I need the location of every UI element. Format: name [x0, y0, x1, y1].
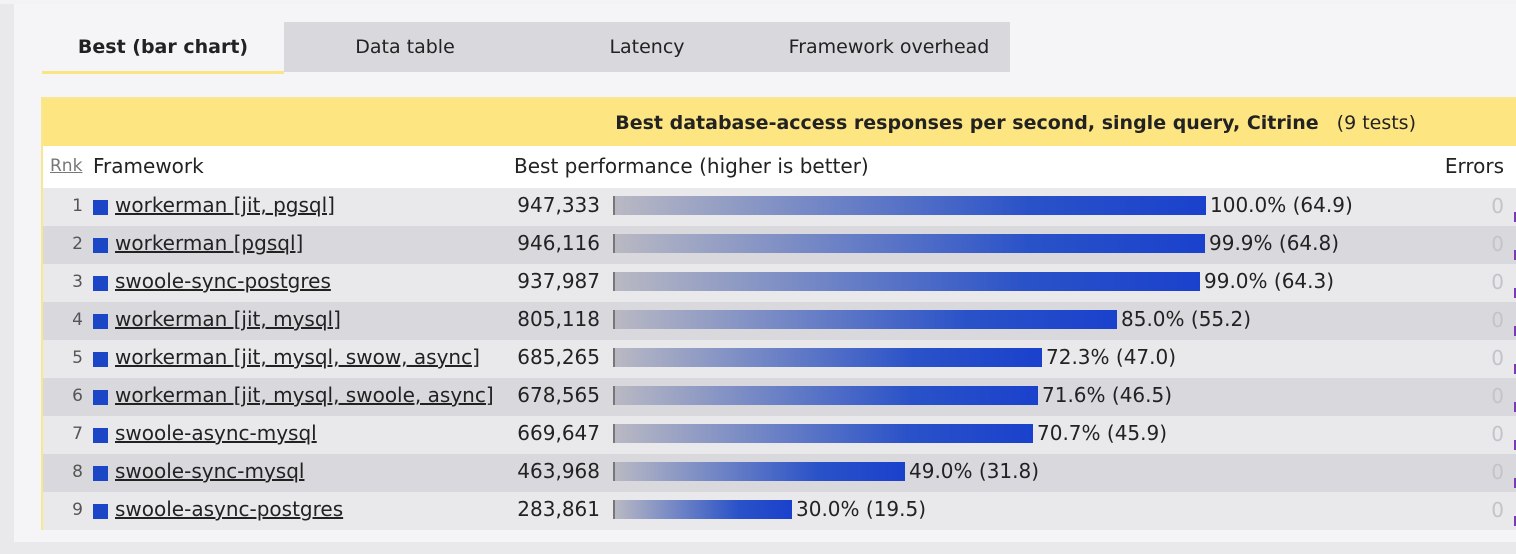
- performance-value: 685,265: [517, 345, 600, 369]
- performance-value: 946,116: [517, 231, 600, 255]
- error-count: 0: [1491, 232, 1504, 256]
- test-count: (9 tests): [1336, 111, 1416, 134]
- panel-title: Best database-access responses per secon…: [615, 111, 1319, 134]
- table-row: 5 workerman [jit, mysql, swow, async] 685,…: [43, 340, 1516, 378]
- row-marker: [1514, 364, 1516, 374]
- color-swatch: [93, 428, 108, 443]
- framework-link[interactable]: swoole-sync-mysql: [115, 459, 305, 483]
- performance-bar: [613, 348, 1042, 367]
- performance-bar: [613, 196, 1206, 215]
- color-swatch: [93, 238, 108, 253]
- errors-column-header: Errors: [1444, 154, 1504, 178]
- row-marker: [1514, 250, 1516, 260]
- bar-label: 85.0% (55.2): [1121, 307, 1252, 331]
- tab-bar: Best (bar chart) Data table Latency Fram…: [42, 22, 1010, 74]
- error-count: 0: [1491, 498, 1504, 522]
- row-marker: [1514, 402, 1516, 412]
- rank-column-header[interactable]: Rnk: [50, 156, 83, 176]
- bar-label: 49.0% (31.8): [909, 459, 1040, 483]
- error-count: 0: [1491, 384, 1504, 408]
- table-row: 1 workerman [jit, pgsql] 947,333 100.0% (64…: [43, 188, 1516, 226]
- color-swatch: [93, 314, 108, 329]
- results-rows: 1 workerman [jit, pgsql] 947,333 100.0% (64…: [43, 188, 1516, 530]
- color-swatch: [93, 466, 108, 481]
- framework-link[interactable]: workerman [pgsql]: [115, 231, 304, 255]
- framework-column-header: Framework: [93, 154, 204, 178]
- performance-bar: [613, 234, 1205, 253]
- performance-value: 678,565: [517, 383, 600, 407]
- bar-label: 70.7% (45.9): [1037, 421, 1168, 445]
- performance-value: 669,647: [517, 421, 600, 445]
- table-row: 9 swoole-async-postgres 283,861 30.0% (19.5…: [43, 492, 1516, 530]
- row-marker: [1514, 440, 1516, 450]
- performance-bar: [613, 272, 1200, 291]
- performance-value: 805,118: [517, 307, 600, 331]
- bar-label: 72.3% (47.0): [1046, 345, 1177, 369]
- bar-label: 99.0% (64.3): [1204, 269, 1335, 293]
- table-row: 6 workerman [jit, mysql, swoole, async] 67…: [43, 378, 1516, 416]
- performance-value: 937,987: [517, 269, 600, 293]
- row-marker: [1514, 288, 1516, 298]
- bar-label: 71.6% (46.5): [1042, 383, 1173, 407]
- table-row: 8 swoole-sync-mysql 463,968 49.0% (31.8) 0: [43, 454, 1516, 492]
- color-swatch: [93, 352, 108, 367]
- framework-link[interactable]: workerman [jit, mysql, swow, async]: [115, 345, 480, 369]
- performance-bar: [613, 310, 1117, 329]
- bar-label: 30.0% (19.5): [796, 497, 927, 521]
- rank-number: 8: [72, 462, 83, 482]
- error-count: 0: [1491, 308, 1504, 332]
- performance-bar: [613, 500, 792, 519]
- rank-number: 6: [72, 386, 83, 406]
- table-row: 4 workerman [jit, mysql] 805,118 85.0% (55.…: [43, 302, 1516, 340]
- performance-value: 463,968: [517, 459, 600, 483]
- row-marker: [1514, 478, 1516, 488]
- table-row: 2 workerman [pgsql] 946,116 99.9% (64.8) 0: [43, 226, 1516, 264]
- panel-header: Best database-access responses per secon…: [43, 99, 1516, 146]
- error-count: 0: [1491, 346, 1504, 370]
- rank-number: 1: [72, 196, 83, 216]
- tab-data-table[interactable]: Data table: [284, 22, 526, 72]
- table-row: 3 swoole-sync-postgres 937,987 99.0% (64.3)…: [43, 264, 1516, 302]
- color-swatch: [93, 390, 108, 405]
- performance-value: 947,333: [517, 193, 600, 217]
- top-strip: [0, 0, 1516, 4]
- tab-latency[interactable]: Latency: [526, 22, 768, 72]
- tab-best-bar-chart[interactable]: Best (bar chart): [42, 22, 284, 74]
- performance-bar: [613, 424, 1033, 443]
- rank-number: 9: [72, 500, 83, 520]
- performance-bar: [613, 386, 1038, 405]
- bar-label: 100.0% (64.9): [1210, 193, 1353, 217]
- color-swatch: [93, 276, 108, 291]
- framework-link[interactable]: swoole-sync-postgres: [115, 269, 331, 293]
- table-row: 7 swoole-async-mysql 669,647 70.7% (45.9) 0: [43, 416, 1516, 454]
- framework-link[interactable]: workerman [jit, mysql]: [115, 307, 341, 331]
- error-count: 0: [1491, 270, 1504, 294]
- color-swatch: [93, 504, 108, 519]
- column-header: Rnk Framework Best performance (higher i…: [43, 146, 1516, 188]
- tab-framework-overhead[interactable]: Framework overhead: [768, 22, 1010, 72]
- rank-number: 5: [72, 348, 83, 368]
- bar-label: 99.9% (64.8): [1209, 231, 1340, 255]
- framework-link[interactable]: workerman [jit, pgsql]: [115, 193, 335, 217]
- color-swatch: [93, 200, 108, 215]
- row-marker: [1514, 516, 1516, 526]
- error-count: 0: [1491, 460, 1504, 484]
- error-count: 0: [1491, 422, 1504, 446]
- error-count: 0: [1491, 194, 1504, 218]
- framework-link[interactable]: workerman [jit, mysql, swoole, async]: [115, 383, 494, 407]
- performance-column-header: Best performance (higher is better): [514, 154, 869, 178]
- rank-number: 7: [72, 424, 83, 444]
- row-marker: [1514, 326, 1516, 336]
- rank-number: 3: [72, 272, 83, 292]
- framework-link[interactable]: swoole-async-mysql: [115, 421, 317, 445]
- rank-number: 4: [72, 310, 83, 330]
- framework-link[interactable]: swoole-async-postgres: [115, 497, 344, 521]
- performance-value: 283,861: [517, 497, 600, 521]
- performance-bar: [613, 462, 905, 481]
- rank-number: 2: [72, 234, 83, 254]
- row-marker: [1514, 212, 1516, 222]
- results-panel: Best database-access responses per secon…: [41, 97, 1516, 530]
